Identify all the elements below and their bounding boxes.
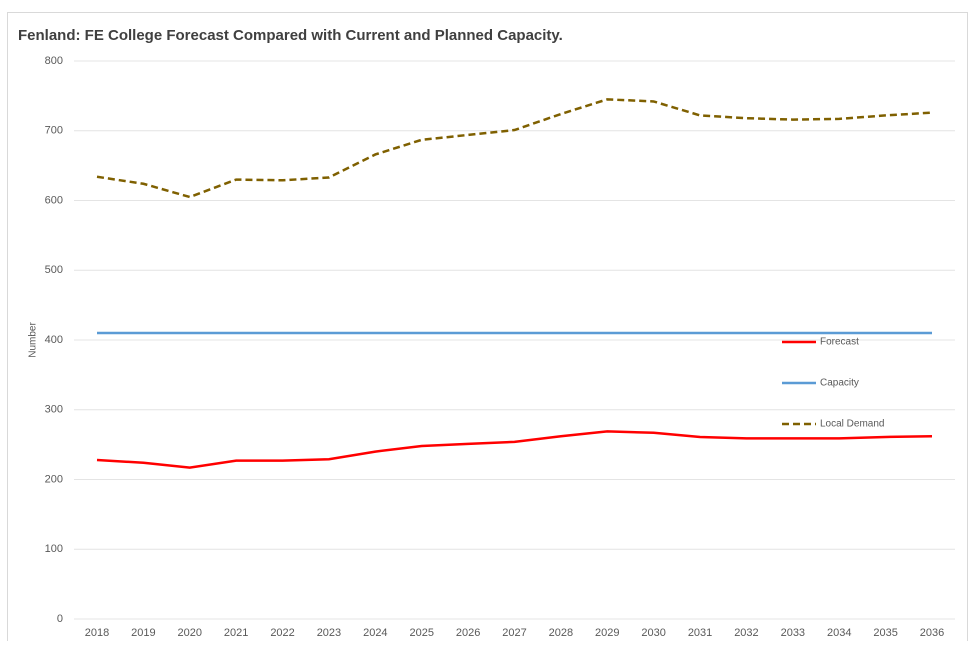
x-tick-label: 2026 bbox=[456, 627, 480, 639]
legend-label: Forecast bbox=[820, 337, 859, 348]
y-tick-label: 0 bbox=[57, 613, 63, 625]
y-tick-label: 100 bbox=[45, 543, 63, 555]
series-line bbox=[96, 430, 933, 469]
x-tick-label: 2030 bbox=[641, 627, 665, 639]
x-tick-label: 2032 bbox=[734, 627, 758, 639]
x-tick-label: 2031 bbox=[688, 627, 712, 639]
legend-label: Local Demand bbox=[820, 419, 884, 430]
y-tick-label: 400 bbox=[45, 334, 63, 346]
x-tick-label: 2019 bbox=[131, 627, 155, 639]
x-tick-label: 2035 bbox=[873, 627, 897, 639]
x-tick-label: 2023 bbox=[317, 627, 341, 639]
x-tick-label: 2024 bbox=[363, 627, 387, 639]
y-tick-label: 300 bbox=[45, 404, 63, 416]
series-line bbox=[96, 98, 933, 199]
legend-label: Capacity bbox=[820, 378, 859, 389]
y-tick-label: 700 bbox=[45, 125, 63, 137]
x-tick-label: 2022 bbox=[270, 627, 294, 639]
y-tick-label: 200 bbox=[45, 473, 63, 485]
x-tick-label: 2027 bbox=[502, 627, 526, 639]
x-tick-label: 2021 bbox=[224, 627, 248, 639]
x-tick-label: 2029 bbox=[595, 627, 619, 639]
chart-border bbox=[7, 12, 968, 646]
x-tick-label: 2025 bbox=[409, 627, 433, 639]
y-tick-label: 600 bbox=[45, 194, 63, 206]
y-tick-label: 500 bbox=[45, 264, 63, 276]
x-tick-label: 2036 bbox=[920, 627, 944, 639]
x-tick-label: 2020 bbox=[178, 627, 202, 639]
chart-title: Fenland: FE College Forecast Compared wi… bbox=[18, 27, 563, 44]
y-axis-label: Number bbox=[28, 322, 39, 358]
x-tick-label: 2018 bbox=[85, 627, 109, 639]
y-tick-label: 800 bbox=[45, 55, 63, 67]
x-tick-label: 2028 bbox=[549, 627, 573, 639]
x-tick-label: 2033 bbox=[781, 627, 805, 639]
x-tick-label: 2034 bbox=[827, 627, 851, 639]
